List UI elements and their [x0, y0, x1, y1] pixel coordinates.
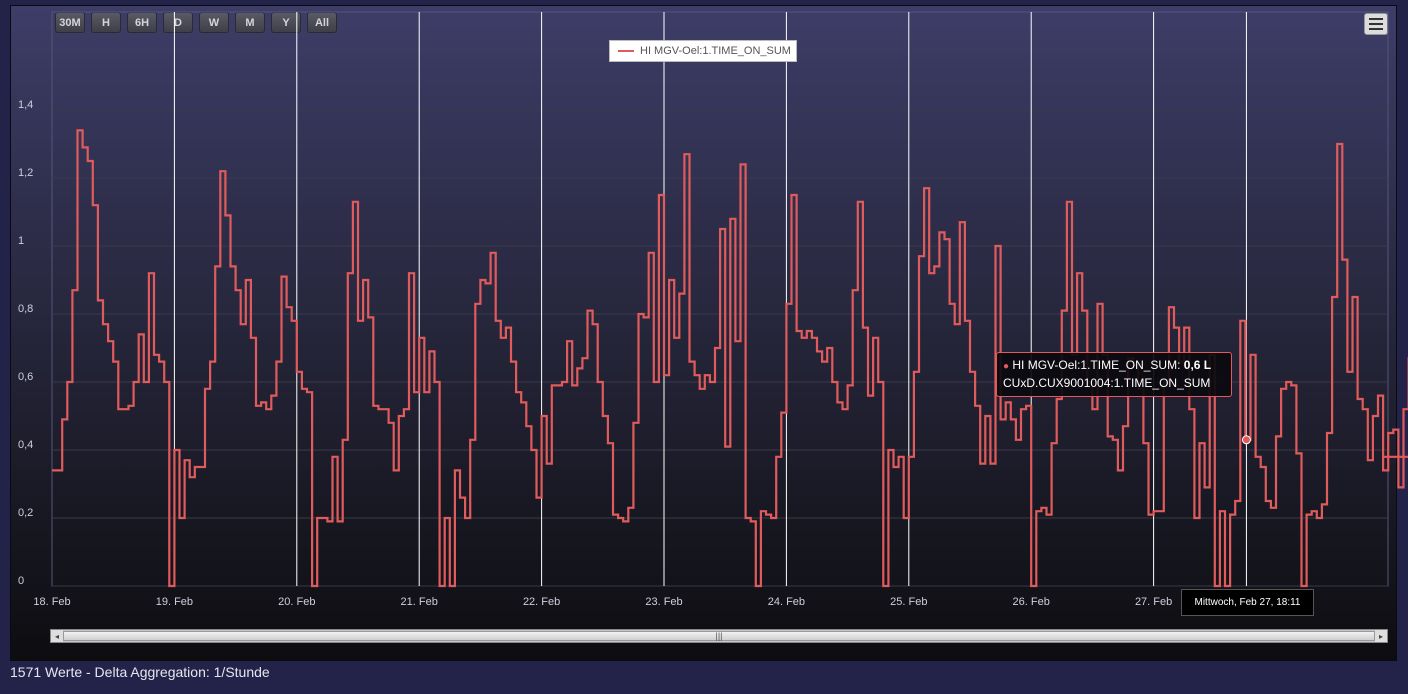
- scroll-right-arrow-icon[interactable]: ▸: [1375, 630, 1387, 642]
- x-tick-label: 27. Feb: [1135, 596, 1172, 608]
- tooltip-sub-label: CUxD.CUX9001004:1.TIME_ON_SUM: [1003, 376, 1211, 390]
- legend-swatch: [618, 50, 634, 52]
- tooltip: ● HI MGV-Oel:1.TIME_ON_SUM: 0,6 L CUxD.C…: [996, 352, 1232, 397]
- x-tick-label: 24. Feb: [768, 596, 805, 608]
- navigator-scrollbar[interactable]: ◂ ||| ▸: [50, 629, 1388, 643]
- y-tick-label: 0,6: [18, 371, 33, 383]
- x-tick-label: 26. Feb: [1013, 596, 1050, 608]
- range-selector: 30M H 6H D W M Y All: [55, 12, 337, 34]
- hover-marker: [1241, 435, 1251, 445]
- hamburger-icon-bar: [1369, 28, 1383, 30]
- tooltip-series-dot: ●: [1003, 361, 1010, 372]
- hamburger-icon: [1369, 18, 1383, 20]
- hamburger-icon-bar: [1369, 23, 1383, 25]
- y-tick-label: 0: [18, 575, 24, 587]
- y-tick-label: 0,4: [18, 439, 33, 451]
- scroll-thumb[interactable]: |||: [63, 631, 1375, 641]
- y-tick-label: 1,4: [18, 99, 33, 111]
- tooltip-line-1: ● HI MGV-Oel:1.TIME_ON_SUM: 0,6 L: [1003, 357, 1225, 375]
- crosshair-label: Mittwoch, Feb 27, 18:11: [1181, 589, 1314, 616]
- chart-frame: [10, 5, 1397, 661]
- x-tick-label: 20. Feb: [278, 596, 315, 608]
- y-tick-label: 1: [18, 235, 24, 247]
- legend-label: HI MGV-Oel:1.TIME_ON_SUM: [640, 45, 791, 57]
- tooltip-series-label: HI MGV-Oel:1.TIME_ON_SUM:: [1012, 358, 1184, 372]
- scroll-left-arrow-icon[interactable]: ◂: [51, 630, 63, 642]
- x-tick-label: 23. Feb: [645, 596, 682, 608]
- y-tick-label: 0,8: [18, 303, 33, 315]
- status-text: 1571 Werte - Delta Aggregation: 1/Stunde: [10, 664, 270, 680]
- tooltip-value: 0,6 L: [1183, 358, 1212, 372]
- x-tick-label: 18. Feb: [33, 596, 70, 608]
- y-tick-label: 1,2: [18, 167, 33, 179]
- series-line: [52, 129, 1408, 588]
- y-tick-label: 0,2: [18, 507, 33, 519]
- range-button-h[interactable]: H: [91, 12, 121, 33]
- x-tick-label: 22. Feb: [523, 596, 560, 608]
- x-tick-label: 25. Feb: [890, 596, 927, 608]
- range-button-6h[interactable]: 6H: [127, 12, 157, 33]
- x-tick-label: 21. Feb: [401, 596, 438, 608]
- x-tick-label: 19. Feb: [156, 596, 193, 608]
- legend[interactable]: HI MGV-Oel:1.TIME_ON_SUM: [609, 40, 797, 62]
